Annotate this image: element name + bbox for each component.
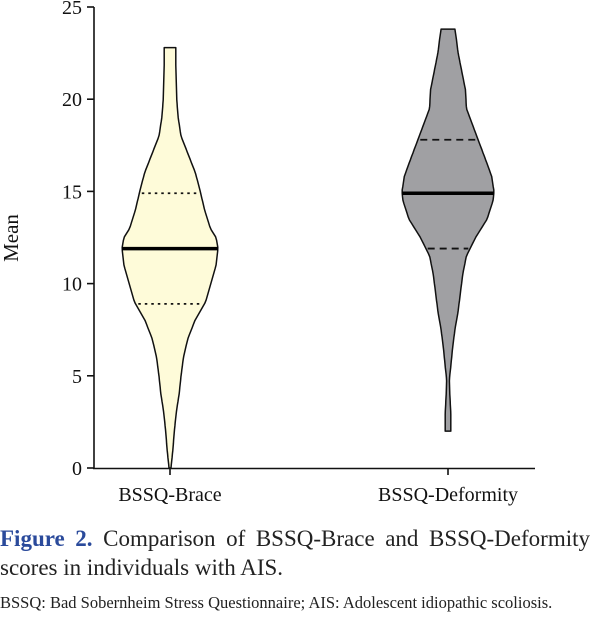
y-axis-title: Mean	[0, 214, 23, 262]
y-tick-label: 10	[62, 274, 82, 296]
y-tick-label: 20	[62, 89, 82, 111]
figure-label: Figure 2.	[0, 526, 93, 551]
x-tick-label: BSSQ-Brace	[118, 484, 221, 506]
violin-body	[121, 46, 219, 469]
x-tick-label: BSSQ-Deformity	[378, 484, 518, 506]
x-ticks-layer: BSSQ-Brace BSSQ-Deformity	[118, 468, 518, 506]
violins-layer	[121, 28, 495, 469]
figure-caption: Figure 2. Comparison of BSSQ-Brace and B…	[0, 524, 590, 582]
violin-bssq-brace	[121, 46, 219, 469]
violin-chart: 0 5 10 15 20 25 BSSQ-Brace BSSQ-Deformity Mean	[0, 0, 535, 506]
y-tick-label: 25	[62, 0, 82, 19]
y-ticks-layer: 0 5 10 15 20 25	[62, 0, 94, 480]
y-tick-label: 0	[72, 458, 82, 480]
figure-caption-text: Comparison of BSSQ-Brace and BSSQ-Deform…	[0, 526, 590, 580]
figure-note: BSSQ: Bad Sobernheim Stress Questionnair…	[0, 593, 553, 612]
y-tick-label: 5	[72, 366, 82, 388]
y-tick-label: 15	[62, 181, 82, 203]
violin-body	[401, 28, 495, 432]
violin-bssq-deformity	[401, 28, 495, 432]
